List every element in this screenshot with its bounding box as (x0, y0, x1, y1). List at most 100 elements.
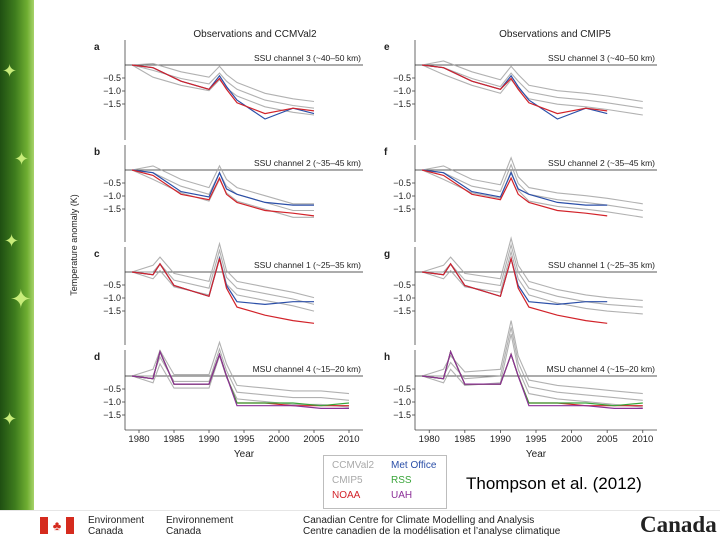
series-line-d-ccmval2-2 (131, 340, 350, 395)
series-line-e-cmip5-0 (421, 64, 643, 116)
y-tick-label-f: −1.5 (393, 204, 411, 214)
y-tick-label-d: −1.0 (103, 397, 121, 407)
series-line-e-cmip5-1 (422, 64, 643, 109)
y-tick-label-d: −0.5 (103, 384, 121, 394)
maple-leaf-icon: ✦ (4, 231, 20, 251)
panel-letter-a: a (94, 42, 100, 53)
decorative-leaf-sidebar: ✦ ✦ ✦ ✦ ✦ (0, 0, 34, 510)
x-tick-label-h: 2010 (632, 434, 653, 445)
canada-flag-icon: ♣ (40, 517, 74, 534)
maple-leaf-icon: ✦ (2, 61, 18, 81)
series-line-c-ccmval2-2 (131, 241, 315, 299)
series-line-h-cmip5-2 (421, 320, 643, 395)
series-line-a-ccmval2-2 (131, 63, 315, 103)
y-tick-label-c: −1.0 (103, 293, 121, 303)
x-tick-label-h: 1990 (490, 434, 511, 445)
panel-title-f: SSU channel 2 (~35–45 km) (548, 158, 655, 168)
legend-cmip5: CMIP5 (332, 475, 363, 486)
panel-letter-d: d (94, 352, 100, 363)
centre-name-en: Canadian Centre for Climate Modelling an… (303, 515, 535, 526)
y-tick-label-c: −1.5 (103, 306, 121, 316)
series-line-g-cmip5-2 (421, 236, 643, 301)
legend-ccmval2: CCMVal2 (332, 460, 375, 471)
series-line-g-cmip5-0 (421, 249, 643, 315)
panel-letter-e: e (384, 42, 390, 53)
column-title-right: Observations and CMIP5 (499, 29, 611, 40)
series-line-b-met-office (131, 169, 314, 206)
env-canada-fr-line1: Environnement (166, 515, 234, 526)
series-line-a-met-office (131, 64, 315, 120)
y-tick-label-e: −1.0 (393, 86, 411, 96)
y-tick-label-e: −1.5 (393, 99, 411, 109)
y-tick-label-b: −1.5 (103, 204, 121, 214)
panel-letter-f: f (384, 147, 388, 158)
series-line-d-ccmval2-1 (132, 347, 350, 401)
y-tick-label-a: −1.5 (103, 99, 121, 109)
panel-title-c: SSU channel 1 (~25–35 km) (254, 260, 361, 270)
legend-uah: UAH (391, 490, 413, 501)
column-title-left: Observations and CCMVal2 (193, 29, 317, 40)
y-tick-label-c: −0.5 (103, 280, 121, 290)
panel-letter-g: g (384, 249, 390, 260)
centre-name-fr: Centre canadien de la modélisation et l’… (303, 526, 561, 537)
x-tick-label-h: 1980 (419, 434, 440, 445)
x-tick-label-h: 2005 (597, 434, 618, 445)
series-line-h-cmip5-1 (422, 327, 643, 401)
canada-wordmark: Canada (640, 512, 717, 537)
series-line-c-noaa (131, 258, 315, 324)
x-tick-label-d: 1995 (233, 434, 254, 445)
y-tick-label-a: −0.5 (103, 73, 121, 83)
x-tick-label-d: 1985 (163, 434, 184, 445)
series-line-d-uah (131, 349, 349, 409)
x-tick-label-h: 1995 (525, 434, 546, 445)
legend-noaa: NOAA (332, 490, 361, 501)
series-line-b-ccmval2-2 (131, 164, 314, 205)
y-tick-label-b: −1.0 (103, 191, 121, 201)
panel-letter-c: c (94, 249, 100, 260)
x-tick-label-h: 2000 (561, 434, 582, 445)
y-axis-label: Temperature anomaly (K) (69, 194, 79, 296)
series-line-h-cmip5-0 (421, 333, 643, 408)
y-tick-label-f: −1.0 (393, 191, 411, 201)
y-tick-label-b: −0.5 (103, 178, 121, 188)
maple-leaf-icon: ✦ (14, 149, 30, 169)
panel-letter-b: b (94, 147, 100, 158)
series-line-a-ccmval2-1 (131, 64, 315, 109)
y-tick-label-g: −1.5 (393, 306, 411, 316)
y-tick-label-d: −1.5 (103, 410, 121, 420)
panel-title-a: SSU channel 3 (~40–50 km) (254, 53, 361, 63)
y-tick-label-h: −0.5 (393, 384, 411, 394)
x-tick-label-d: 2000 (268, 434, 289, 445)
x-axis-label-right: Year (526, 449, 547, 460)
y-tick-label-g: −1.0 (393, 293, 411, 303)
x-axis-label-left: Year (234, 449, 255, 460)
series-line-f-cmip5-0 (421, 169, 643, 218)
y-tick-label-h: −1.5 (393, 410, 411, 420)
panel-title-g: SSU channel 1 (~25–35 km) (548, 260, 655, 270)
series-line-a-noaa (131, 64, 315, 115)
footer-bar (0, 510, 720, 541)
panel-title-d: MSU channel 4 (~15–20 km) (253, 364, 362, 374)
series-line-b-noaa (131, 169, 315, 217)
x-tick-label-d: 2005 (303, 434, 324, 445)
series-line-e-cmip5-2 (421, 60, 643, 103)
env-canada-en-line1: Environment (88, 515, 145, 526)
panel-title-e: SSU channel 3 (~40–50 km) (548, 53, 655, 63)
series-line-e-met-office (422, 64, 608, 120)
legend-rss: RSS (391, 475, 412, 486)
series-line-h-uah (422, 349, 643, 409)
maple-leaf-icon: ✦ (10, 284, 32, 314)
maple-leaf-icon: ✦ (2, 409, 18, 429)
panel-letter-h: h (384, 352, 390, 363)
chart-legend: CCMVal2 Met Office CMIP5 RSS NOAA UAH (323, 455, 447, 509)
series-line-f-cmip5-2 (421, 156, 643, 205)
series-line-e-noaa (422, 64, 608, 115)
y-tick-label-e: −0.5 (393, 73, 411, 83)
panel-title-b: SSU channel 2 (~35–45 km) (254, 158, 361, 168)
series-line-g-noaa (422, 256, 608, 324)
y-tick-label-f: −0.5 (393, 178, 411, 188)
env-canada-en-line2: Canada (88, 526, 124, 537)
y-tick-label-h: −1.0 (393, 397, 411, 407)
legend-met-office: Met Office (391, 460, 437, 471)
series-line-f-met-office (422, 169, 608, 206)
